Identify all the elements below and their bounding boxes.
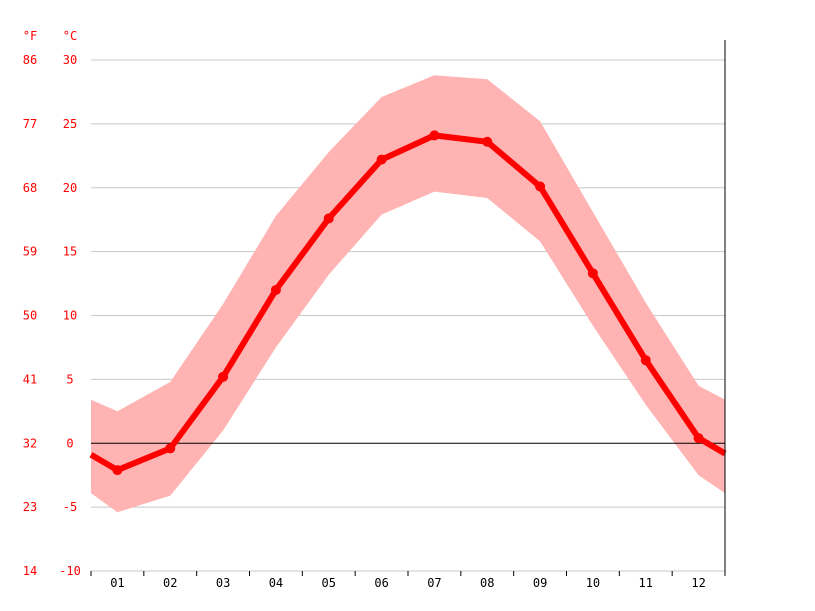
y-tick-label-f: 14 [23, 564, 37, 578]
temperature-range-band [91, 75, 725, 513]
y-tick-label-f: 68 [23, 181, 37, 195]
y-tick-label-c: 20 [63, 181, 77, 195]
mean-temperature-point [640, 355, 651, 366]
mean-temperature-point [165, 443, 176, 454]
y-tick-label-f: 86 [23, 53, 37, 67]
celsius-unit-label: °C [63, 29, 77, 43]
mean-line-layer [89, 130, 727, 476]
y-tick-label-c: 30 [63, 53, 77, 67]
x-tick-label: 05 [322, 576, 336, 590]
mean-temperature-point [323, 213, 334, 224]
x-tick-label: 06 [374, 576, 388, 590]
x-tick-label: 10 [586, 576, 600, 590]
y-tick-label-f: 50 [23, 309, 37, 323]
x-tick-label: 12 [691, 576, 705, 590]
y-tick-label-f: 59 [23, 245, 37, 259]
x-tick-label: 01 [110, 576, 124, 590]
y-tick-label-c: -10 [59, 564, 81, 578]
mean-temperature-point [693, 433, 704, 444]
x-tick-label: 08 [480, 576, 494, 590]
mean-temperature-point [482, 136, 493, 147]
y-tick-label-f: 32 [23, 436, 37, 450]
x-tick-label: 03 [216, 576, 230, 590]
y-tick-label-c: 10 [63, 309, 77, 323]
mean-temperature-point [587, 268, 598, 279]
y-tick-label-c: 0 [66, 436, 73, 450]
y-tick-label-c: 25 [63, 117, 77, 131]
mean-temperature-point [535, 181, 546, 192]
mean-temperature-point [429, 130, 440, 141]
x-tick-label: 09 [533, 576, 547, 590]
y-tick-label-c: 15 [63, 245, 77, 259]
x-tick-label: 11 [639, 576, 653, 590]
y-tick-label-f: 41 [23, 372, 37, 386]
fahrenheit-unit-label: °F [23, 29, 37, 43]
axis-labels: °F °C 86 30 77 25 68 20 59 15 50 10 41 5 32 0 23 -5 14 -1… [23, 29, 706, 590]
axes [90, 40, 726, 576]
x-tick-label: 02 [163, 576, 177, 590]
x-tick-label: 04 [269, 576, 283, 590]
y-tick-label-c: -5 [63, 500, 77, 514]
mean-temperature-point [112, 465, 123, 476]
min-max-band-layer [91, 75, 725, 513]
mean-temperature-point [218, 371, 229, 382]
y-tick-label-c: 5 [66, 372, 73, 386]
mean-temperature-point [376, 154, 387, 165]
y-tick-label-f: 77 [23, 117, 37, 131]
mean-temperature-line [89, 132, 727, 474]
y-tick-label-f: 23 [23, 500, 37, 514]
x-tick-label: 07 [427, 576, 441, 590]
mean-temperature-point [270, 284, 281, 295]
